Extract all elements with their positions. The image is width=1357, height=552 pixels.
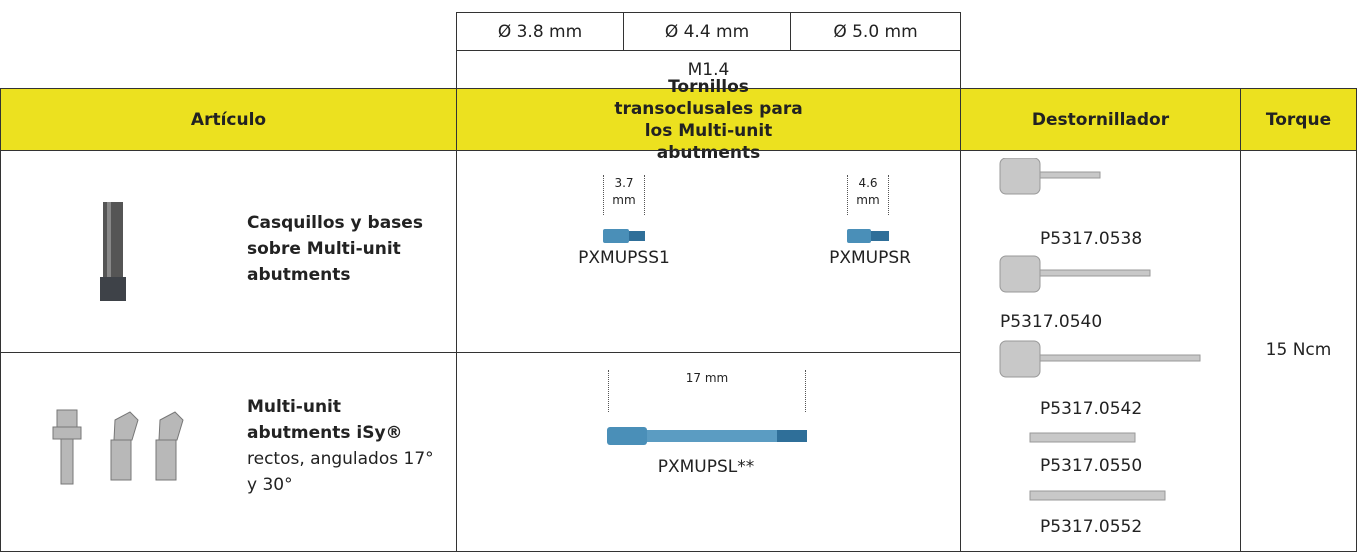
driver-code: P5317.0552 bbox=[1040, 517, 1143, 537]
driver-code: P5317.0542 bbox=[1040, 399, 1143, 419]
diameter: Ø 4.4 mm bbox=[623, 12, 791, 51]
screw-image bbox=[847, 229, 889, 243]
driver-code: P5317.0538 bbox=[1040, 229, 1143, 249]
screw-image bbox=[607, 427, 807, 445]
column-header: Artículo bbox=[0, 88, 457, 151]
article-name: Multi-unit abutments iSy® bbox=[247, 397, 403, 443]
article-name: Casquillos y bases sobre Multi-unit abut… bbox=[247, 213, 423, 285]
dimension: 3.7 mm bbox=[603, 175, 645, 215]
screw-code: PXMUPSR bbox=[829, 248, 911, 268]
dimension: 4.6 mm bbox=[847, 175, 889, 215]
article-text: Multi-unit abutments iSy® rectos, angulad… bbox=[247, 394, 447, 498]
column-header: Tornillos transoclusales para los Multi-… bbox=[456, 77, 961, 163]
driver-code: P5317.0540 bbox=[1000, 312, 1103, 332]
abutment-image bbox=[100, 202, 126, 301]
column-header: Torque bbox=[1240, 88, 1357, 151]
driver-code: P5317.0550 bbox=[1040, 456, 1143, 476]
diameter: Ø 3.8 mm bbox=[456, 12, 624, 51]
article-detail: rectos, angulados 17° y 30° bbox=[247, 449, 434, 495]
torque: 15 Ncm bbox=[1265, 340, 1332, 360]
screw-image bbox=[603, 229, 645, 243]
diameter: Ø 5.0 mm bbox=[790, 12, 961, 51]
screw-code: PXMUPSL** bbox=[657, 457, 755, 477]
column-header: Destornillador bbox=[960, 88, 1241, 151]
screw-code: PXMUPSS1 bbox=[578, 248, 670, 268]
dimension: 17 mm bbox=[608, 370, 806, 412]
driver-images bbox=[999, 158, 1201, 501]
abutment-image bbox=[52, 409, 184, 485]
